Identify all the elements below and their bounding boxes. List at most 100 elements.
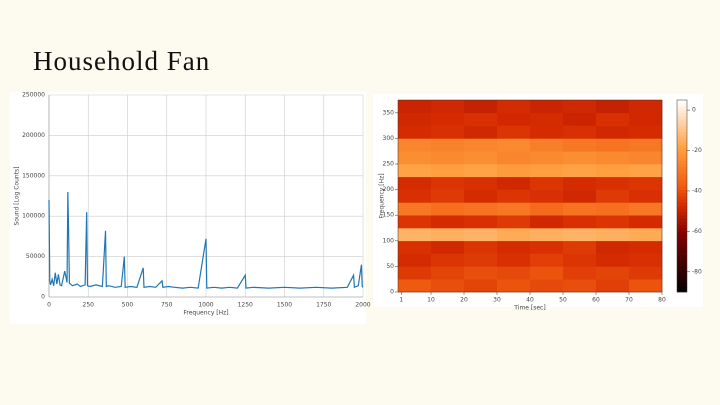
heatmap-cell (563, 266, 597, 280)
heatmap-cell (530, 240, 564, 254)
colorbar-segment (677, 183, 687, 187)
heatmap-cell (629, 112, 663, 126)
colorbar-segment (677, 234, 687, 238)
y-tick-label: 150 (383, 212, 395, 219)
colorbar-segment (677, 247, 687, 251)
heatmap-cell (464, 125, 498, 139)
colorbar-segment (677, 135, 687, 139)
y-tick-label: 150000 (22, 172, 45, 179)
spectrum-panel (10, 92, 366, 324)
colorbar-segment (677, 279, 687, 283)
colorbar-segment (677, 144, 687, 149)
colorbar-segment (677, 196, 687, 200)
heatmap-cell (497, 189, 531, 203)
colorbar-segment (677, 260, 687, 264)
x-tick-label: 80 (658, 297, 666, 304)
x-tick-label: 30 (493, 297, 501, 304)
heatmap-cell (497, 112, 531, 126)
heatmap-cell (431, 151, 465, 165)
x-tick-label: 2000 (355, 302, 370, 309)
heatmap-cell (398, 240, 432, 254)
colorbar-tick-label: -20 (692, 147, 702, 154)
heatmap-cell (530, 176, 564, 190)
heatmap-cell (497, 202, 531, 216)
colorbar-segment (677, 176, 687, 181)
colorbar-segment (677, 244, 687, 248)
colorbar-tick-label: -80 (692, 268, 702, 275)
heatmap-cell (629, 215, 663, 229)
heatmap-cell (596, 100, 630, 114)
colorbar-segment (677, 170, 687, 174)
colorbar-segment (677, 205, 687, 210)
colorbar-segment (677, 288, 687, 293)
heatmap-cell (629, 125, 663, 139)
heatmap-cell (464, 189, 498, 203)
heatmap-cell (398, 125, 432, 139)
heatmap-cell (497, 151, 531, 165)
y-tick-label: 250 (383, 161, 395, 168)
heatmap-cell (497, 176, 531, 190)
heatmap-cell (530, 266, 564, 280)
colorbar-segment (677, 276, 687, 280)
x-tick-label: 40 (526, 297, 534, 304)
colorbar-segment (677, 141, 687, 146)
heatmap-cell (530, 228, 564, 242)
heatmap-cell (530, 202, 564, 216)
colorbar-segment (677, 237, 687, 242)
colorbar-segment (677, 282, 687, 286)
x-tick-label: 20 (460, 297, 468, 304)
heatmap-cell (398, 215, 432, 229)
x-tick-label: 250 (83, 302, 95, 309)
y-tick-label: 200 (383, 186, 395, 193)
heatmap-cell (530, 164, 564, 178)
heatmap-cell (464, 202, 498, 216)
colorbar-segment (677, 148, 687, 152)
heatmap-cell (596, 176, 630, 190)
heatmap-cell (629, 202, 663, 216)
heatmap-cell (596, 266, 630, 280)
heatmap-cell (629, 151, 663, 165)
colorbar-segment (677, 269, 687, 274)
y-tick-label: 100 (383, 237, 395, 244)
colorbar-segment (677, 263, 687, 267)
colorbar-segment (677, 180, 687, 184)
colorbar-segment (677, 189, 687, 194)
heatmap-cell (398, 266, 432, 280)
heatmap-cell (596, 189, 630, 203)
x-tick-label: 1750 (316, 302, 331, 309)
heatmap-cell (497, 253, 531, 267)
heatmap-cell (629, 228, 663, 242)
heatmap-cell (629, 176, 663, 190)
colorbar-segment (677, 106, 687, 110)
heatmap-cell (431, 202, 465, 216)
heatmap-cell (563, 176, 597, 190)
heatmap-cell (596, 138, 630, 152)
x-tick-label: 1500 (277, 302, 292, 309)
heatmap-cell (563, 279, 597, 293)
heatmap-cell (563, 112, 597, 126)
x-tick-label: 750 (161, 302, 173, 309)
heatmap-cell (530, 279, 564, 293)
heatmap-cell (563, 253, 597, 267)
colorbar-segment (677, 112, 687, 117)
heatmap-cell (398, 189, 432, 203)
heatmap-cell (563, 151, 597, 165)
colorbar-segment (677, 173, 687, 178)
heatmap-cell (398, 164, 432, 178)
heatmap-cell (596, 240, 630, 254)
heatmap-cell (398, 138, 432, 152)
x-tick-label: 1 (399, 297, 403, 304)
colorbar-segment (677, 167, 687, 171)
x-axis-label: Time [sec] (513, 305, 545, 312)
colorbar-segment (677, 202, 687, 206)
colorbar-segment (677, 164, 687, 168)
heatmap-cell (431, 279, 465, 293)
heatmap-cell (497, 138, 531, 152)
y-tick-label: 100000 (22, 213, 45, 220)
heatmap-cell (464, 266, 498, 280)
colorbar-segment (677, 100, 687, 104)
heatmap-cell (464, 138, 498, 152)
colorbar-tick-label: 0 (692, 107, 696, 114)
heatmap-cell (497, 164, 531, 178)
x-tick-label: 500 (122, 302, 134, 309)
